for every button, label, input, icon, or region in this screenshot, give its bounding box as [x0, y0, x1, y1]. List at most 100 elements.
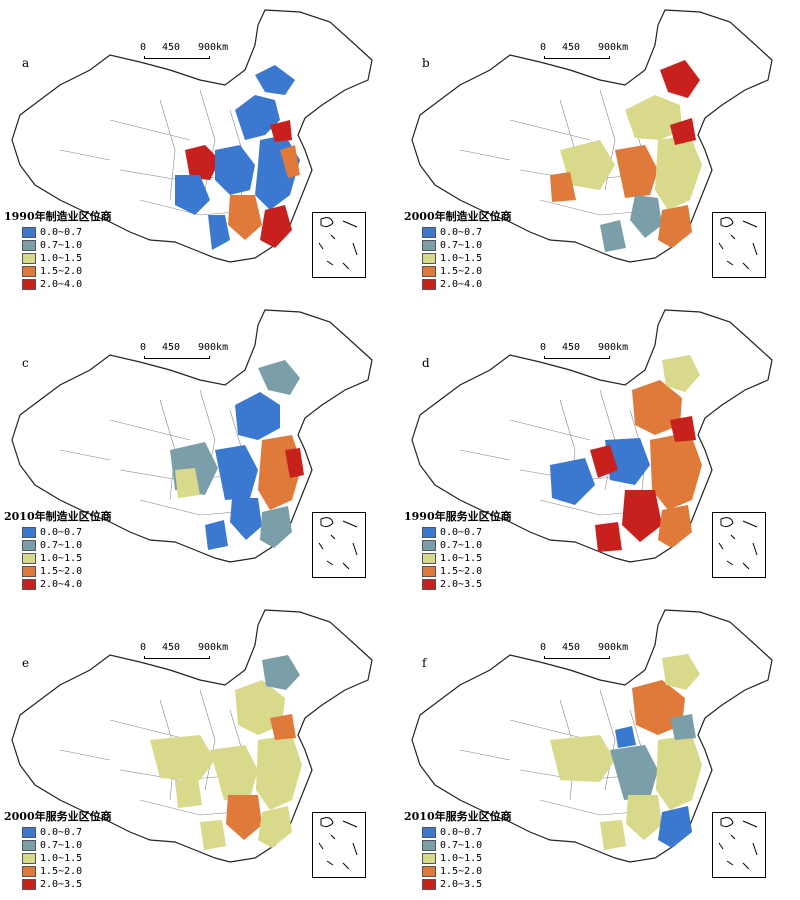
map-panel-a: a 0 450 900km 1990年制造业区位商 0.0~0.7 0.7~1.… — [0, 0, 400, 300]
legend-label: 1.5~2.0 — [440, 566, 483, 577]
swatch-class-4 — [22, 266, 36, 277]
inset-map — [318, 817, 358, 870]
legend-label: 0.7~1.0 — [440, 240, 483, 251]
legend-label: 0.0~0.7 — [440, 527, 483, 538]
scale-label-end: 900km — [598, 42, 629, 53]
china-map — [11, 609, 373, 863]
legend-title: 2010年制造业区位商 — [4, 510, 112, 523]
legend-item: 0.7~1.0 — [4, 539, 112, 552]
panel-letter: e — [22, 656, 30, 670]
south-china-sea-inset — [712, 512, 766, 578]
panel-letter: d — [422, 356, 430, 370]
swatch-class-4 — [22, 866, 36, 877]
swatch-class-4 — [422, 566, 436, 577]
legend-label: 0.7~1.0 — [40, 540, 83, 551]
legend-item: 1.5~2.0 — [4, 565, 112, 578]
legend-label: 0.0~0.7 — [40, 827, 83, 838]
scale-line — [144, 656, 210, 659]
swatch-class-3 — [22, 553, 36, 564]
swatch-class-2 — [22, 240, 36, 251]
legend-item: 1.0~1.5 — [404, 252, 512, 265]
swatch-class-2 — [422, 840, 436, 851]
south-china-sea-inset — [312, 212, 366, 278]
legend-item: 1.0~1.5 — [404, 552, 512, 565]
legend-label: 2.0~3.5 — [40, 879, 83, 890]
legend-item: 1.5~2.0 — [4, 265, 112, 278]
map-panel-f: f 0 450 900km 2010年服务业区位商 0.0~0.7 0.7~1.… — [400, 600, 800, 900]
swatch-class-1 — [422, 527, 436, 538]
legend-item: 0.7~1.0 — [404, 239, 512, 252]
swatch-class-4 — [422, 866, 436, 877]
country-outline — [11, 309, 373, 563]
legend-item: 0.7~1.0 — [404, 839, 512, 852]
swatch-class-1 — [422, 827, 436, 838]
region-fills — [150, 655, 302, 850]
scale-label-zero: 0 — [140, 42, 147, 53]
legend-item: 1.0~1.5 — [404, 852, 512, 865]
swatch-class-3 — [22, 253, 36, 264]
south-china-sea-inset — [712, 212, 766, 278]
legend-item: 1.5~2.0 — [4, 865, 112, 878]
inset-map — [718, 517, 758, 570]
scale-label-end: 900km — [198, 642, 229, 653]
country-outline — [411, 9, 773, 263]
legend-title: 2000年服务业区位商 — [4, 810, 112, 823]
legend: 1990年服务业区位商 0.0~0.7 0.7~1.0 1.0~1.5 1.5~… — [404, 508, 512, 591]
swatch-class-5 — [22, 879, 36, 890]
scale-bar: 0 450 900km — [140, 42, 228, 64]
legend-item: 2.0~4.0 — [4, 578, 112, 591]
legend-item: 0.0~0.7 — [4, 226, 112, 239]
panel-letter: a — [22, 56, 30, 70]
legend: 2000年服务业区位商 0.0~0.7 0.7~1.0 1.0~1.5 1.5~… — [4, 808, 112, 891]
scale-label-mid: 450 — [562, 342, 581, 353]
legend-label: 1.0~1.5 — [40, 253, 83, 264]
region-fills — [170, 360, 304, 550]
legend-label: 0.7~1.0 — [40, 240, 83, 251]
swatch-class-1 — [422, 227, 436, 238]
scale-label-end: 900km — [598, 342, 629, 353]
legend-title: 1990年服务业区位商 — [404, 510, 512, 523]
legend-label: 2.0~4.0 — [40, 579, 83, 590]
legend: 2010年服务业区位商 0.0~0.7 0.7~1.0 1.0~1.5 1.5~… — [404, 808, 512, 891]
swatch-class-2 — [422, 240, 436, 251]
country-outline — [11, 609, 373, 863]
region-fills — [175, 65, 300, 250]
legend: 2010年制造业区位商 0.0~0.7 0.7~1.0 1.0~1.5 1.5~… — [4, 508, 112, 591]
panel-letter: b — [422, 56, 430, 70]
legend-title: 2000年制造业区位商 — [404, 210, 512, 223]
swatch-class-2 — [22, 540, 36, 551]
swatch-class-4 — [422, 266, 436, 277]
scale-line — [144, 356, 210, 359]
swatch-class-3 — [422, 253, 436, 264]
legend-item: 0.0~0.7 — [404, 826, 512, 839]
legend-label: 2.0~4.0 — [440, 279, 483, 290]
legend-item: 1.0~1.5 — [4, 252, 112, 265]
legend-label: 0.0~0.7 — [40, 227, 83, 238]
legend-item: 1.0~1.5 — [4, 852, 112, 865]
scale-label-zero: 0 — [140, 642, 147, 653]
scale-line — [544, 56, 610, 59]
map-panel-e: e 0 450 900km 2000年服务业区位商 0.0~0.7 0.7~1.… — [0, 600, 400, 900]
swatch-class-2 — [22, 840, 36, 851]
legend-item: 1.5~2.0 — [404, 565, 512, 578]
swatch-class-3 — [422, 853, 436, 864]
inset-map — [318, 217, 358, 270]
scale-line — [544, 656, 610, 659]
swatch-class-1 — [22, 827, 36, 838]
scale-label-end: 900km — [198, 42, 229, 53]
legend-item: 2.0~3.5 — [404, 578, 512, 591]
legend-item: 2.0~4.0 — [4, 278, 112, 291]
legend-label: 2.0~4.0 — [40, 279, 83, 290]
legend-item: 0.0~0.7 — [404, 226, 512, 239]
china-map — [411, 309, 773, 563]
legend-label: 1.5~2.0 — [440, 266, 483, 277]
scale-bar: 0 450 900km — [140, 342, 228, 364]
inset-map — [718, 817, 758, 870]
legend-item: 2.0~3.5 — [404, 878, 512, 891]
swatch-class-5 — [422, 579, 436, 590]
region-fills — [550, 355, 702, 552]
country-outline — [411, 609, 773, 863]
legend-label: 1.5~2.0 — [40, 566, 83, 577]
south-china-sea-inset — [712, 812, 766, 878]
scale-line — [544, 356, 610, 359]
